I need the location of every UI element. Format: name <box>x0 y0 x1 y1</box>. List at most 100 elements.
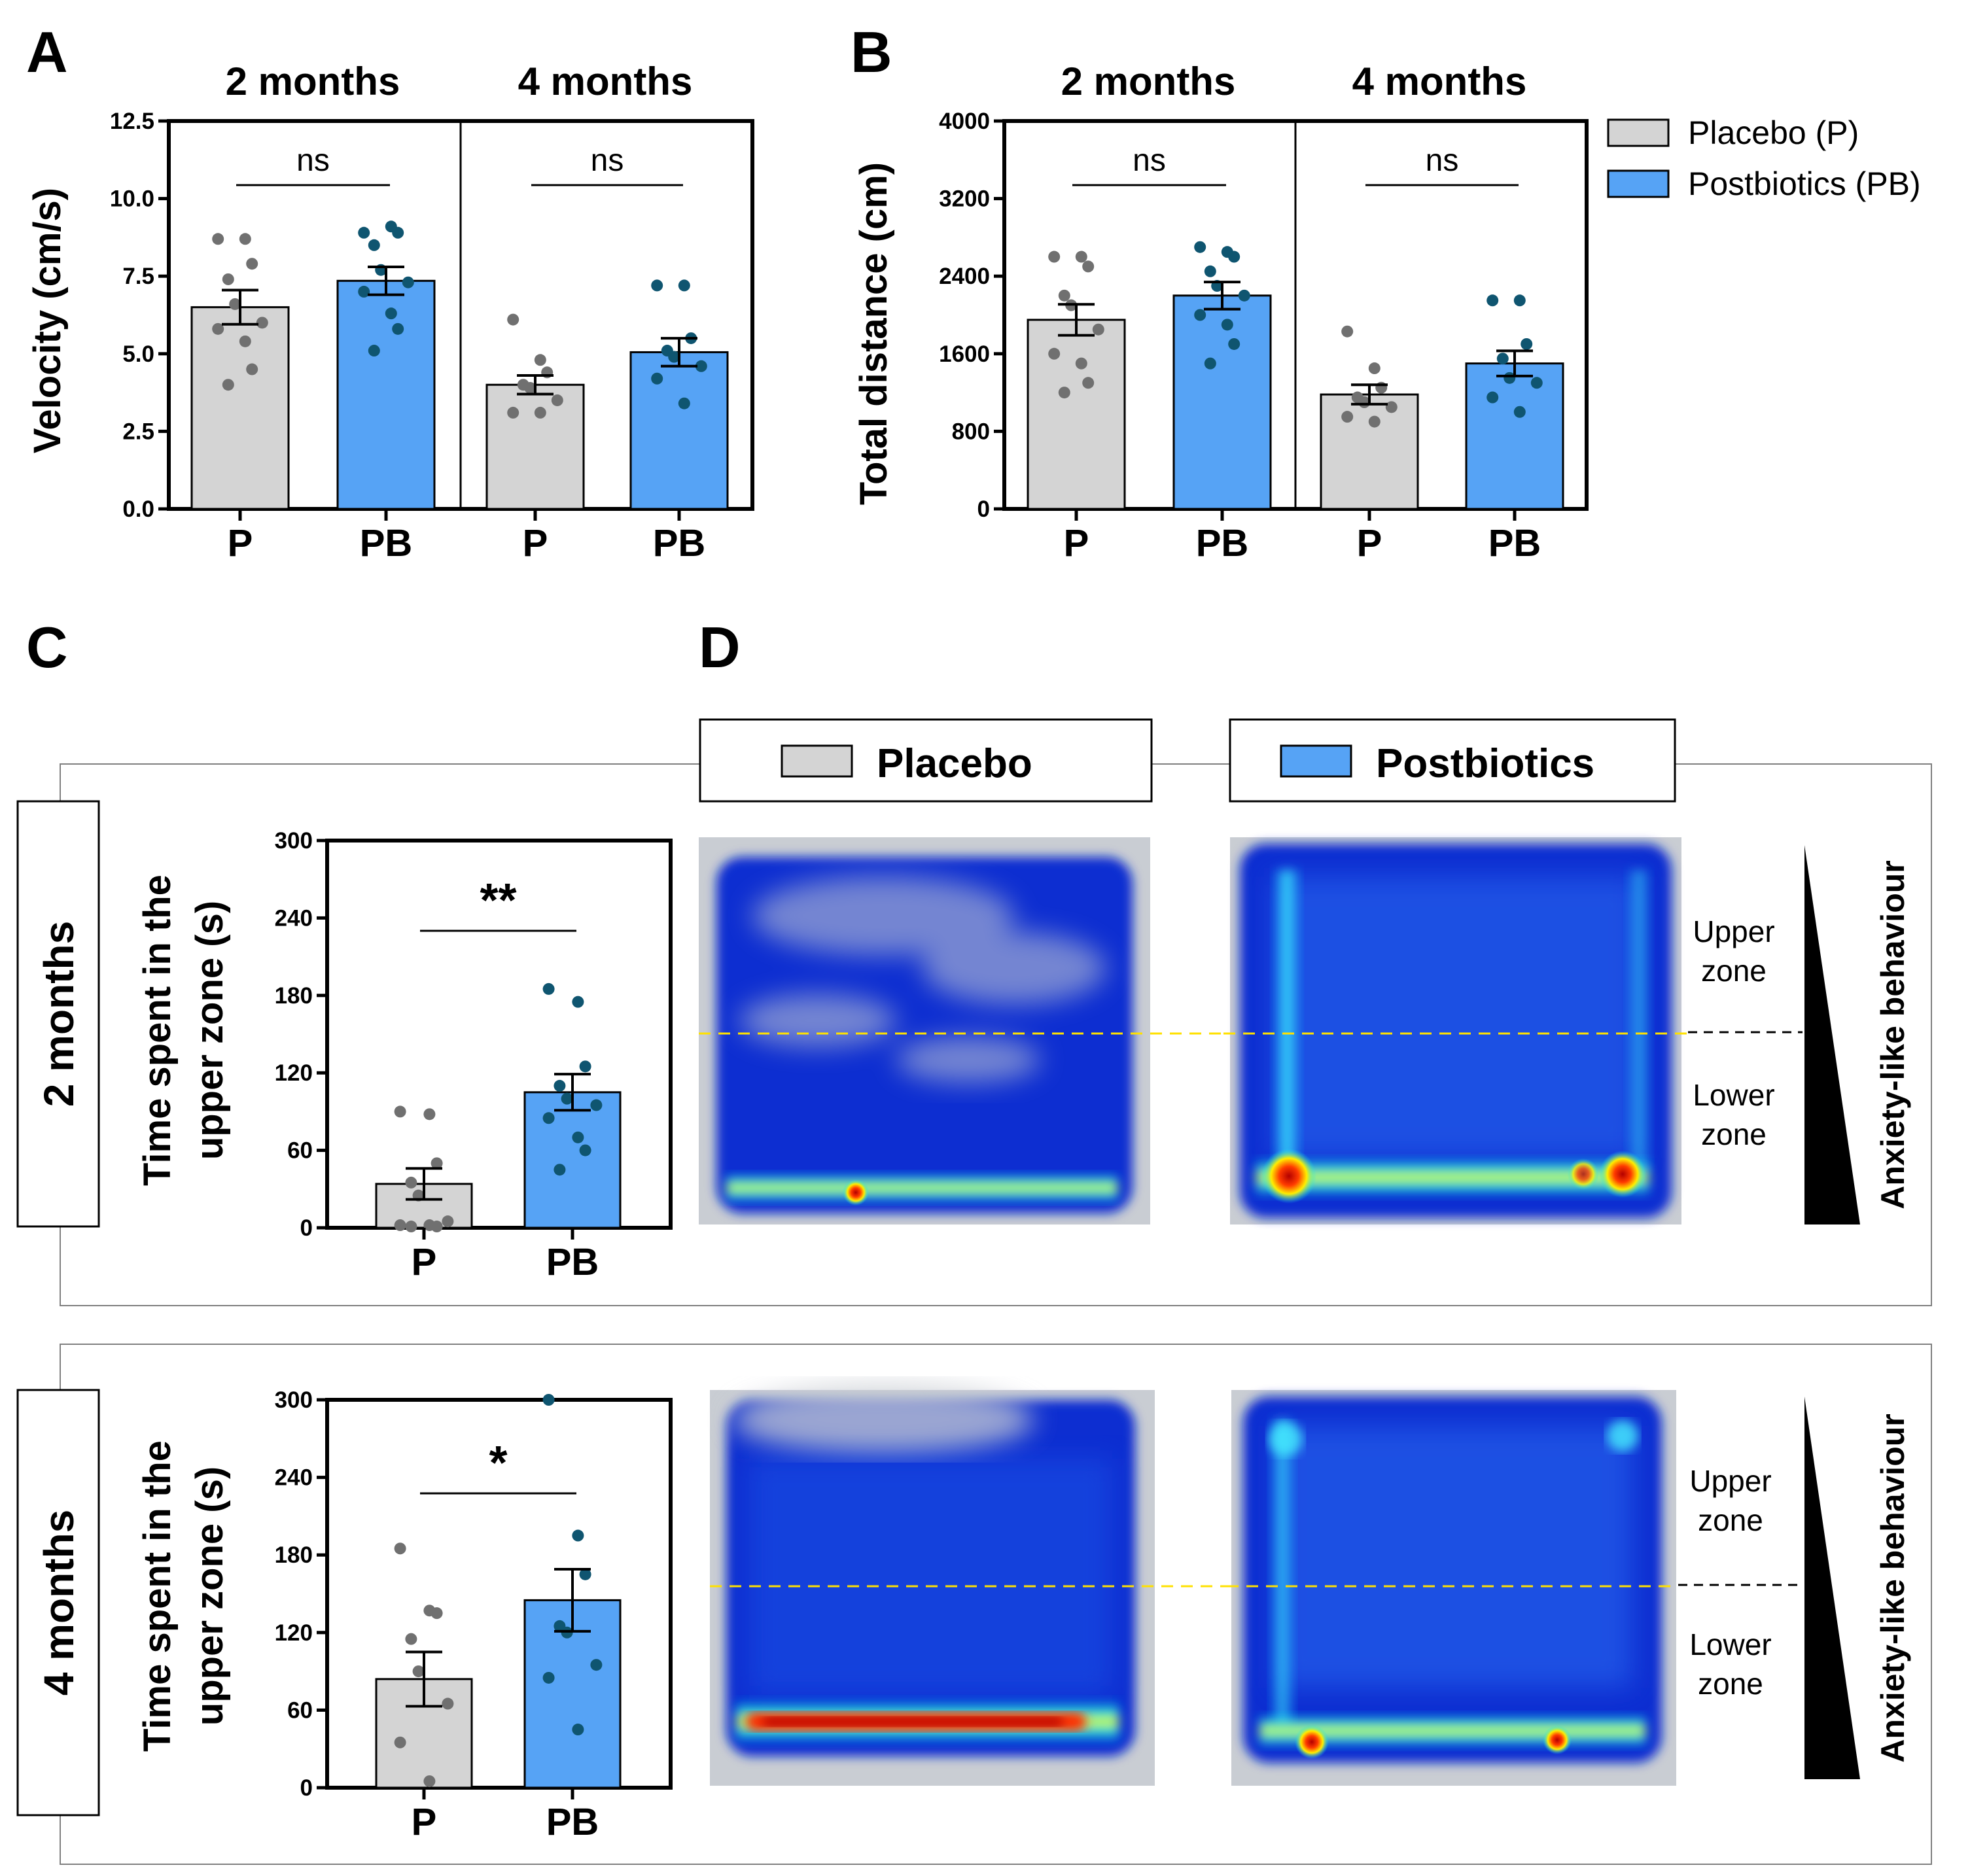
distance-4-months-pb-point <box>1521 338 1533 350</box>
upper-zone-2-months-pb-point <box>579 1144 591 1156</box>
zone-label-upper-4m-line2: zone <box>1698 1503 1763 1537</box>
velocity-significance-label-2: ns <box>591 143 624 178</box>
velocity-4-months-p-x-tick-label: P <box>523 522 548 565</box>
velocity-2-months-p-point <box>246 258 258 270</box>
velocity-y-tick-label-12-5: 12.5 <box>110 109 154 134</box>
legend-label-placebo: Placebo (P) <box>1688 114 1859 151</box>
upper-zone-4-months-pb-point <box>590 1659 603 1671</box>
distance-2-months-p-point <box>1075 357 1087 370</box>
distance-4-months-p-bar <box>1320 393 1419 510</box>
distance-2-months-pb-point <box>1228 338 1240 350</box>
upper-zone-4-months-y-tick-label-60: 60 <box>287 1697 313 1723</box>
upper-zone-2-months-p-point <box>431 1221 443 1233</box>
upper-zone-2-months-pb-point <box>561 1092 573 1105</box>
velocity-2-months-p-point <box>212 322 224 335</box>
distance-y-tick-label-3200: 3200 <box>939 186 990 212</box>
distance-2-months-p-point <box>1075 251 1087 263</box>
legend-swatch-placebo <box>1607 118 1670 147</box>
zone-label-lower-2m-line2: zone <box>1701 1117 1767 1151</box>
velocity-2-months-p-point <box>229 298 241 310</box>
distance-4-months-p-point <box>1341 325 1354 338</box>
y-axis-label-upper-zone-4m-line2: upper zone (s) <box>188 1467 231 1726</box>
velocity-4-months-p-point <box>507 313 519 326</box>
upper-zone-4-months-plot-frame <box>325 1398 673 1790</box>
distance-4-months-pb-point <box>1513 294 1526 307</box>
anxiety-gradient-triangle-4-months <box>1804 1397 1860 1779</box>
velocity-2-months-p-bar <box>190 306 290 510</box>
velocity-2-months-pb-point <box>392 322 404 335</box>
upper-zone-4-months-p-point <box>431 1607 443 1620</box>
upper-zone-2-months-p-point <box>394 1219 406 1232</box>
upper-zone-2-months-pb-point <box>542 982 555 995</box>
distance-2-months-p-point <box>1058 387 1070 399</box>
distance-2-months-pb-point <box>1221 319 1233 331</box>
velocity-2-months-pb-point <box>368 345 380 357</box>
distance-2-months-p-bar <box>1027 319 1126 510</box>
upper-zone-2-months-p-point <box>405 1176 417 1189</box>
distance-4-months-p-x-tick-label: P <box>1357 522 1382 565</box>
upper-zone-2-months-pb-x-tick-label: PB <box>546 1241 599 1283</box>
anxiety-label-2-months: Anxiety-like behaviour <box>1874 860 1911 1209</box>
upper-zone-2-months-pb-bar <box>523 1091 622 1229</box>
zone-label-upper-2m-line2: zone <box>1701 954 1767 988</box>
upper-zone-2-months-pb-point <box>572 996 584 1008</box>
velocity-4-months-pb-point <box>651 279 663 292</box>
velocity-2-months-pb-point <box>358 285 370 298</box>
velocity-2-months-pb-bar <box>336 279 436 510</box>
velocity-significance-label-1: ns <box>296 143 330 178</box>
upper-zone-2-months-pb-point <box>572 1131 584 1143</box>
upper-zone-2-months-pb-point <box>554 1164 566 1176</box>
distance-y-tick-label-2400: 2400 <box>939 264 990 289</box>
velocity-2-months-pb-point <box>385 307 397 320</box>
header-label-postbiotics: Postbiotics <box>1376 741 1594 786</box>
header-swatch-placebo <box>781 744 853 778</box>
row-label-box-4-months <box>16 1389 100 1816</box>
header-label-placebo: Placebo <box>877 741 1032 786</box>
velocity-4-months-pb-point <box>678 279 690 292</box>
distance-4-months-p-point <box>1368 415 1381 428</box>
row-frame-2-months: 2 months <box>16 763 1932 1306</box>
velocity-4-months-p-point <box>534 406 546 419</box>
distance-2-months-pb-x-tick-label: PB <box>1196 522 1249 565</box>
upper-zone-2-months-y-tick-label-300: 300 <box>275 828 313 854</box>
velocity-4-months-pb-point <box>695 360 707 372</box>
zone-label-lower-4m-line2: zone <box>1698 1667 1763 1701</box>
distance-y-tick-label-1600: 1600 <box>939 341 990 367</box>
distance-2-months-p-point <box>1048 251 1061 263</box>
distance-4-months-p-point <box>1368 362 1381 375</box>
velocity-2-months-pb-point <box>392 226 404 239</box>
upper-zone-4-months-pb-point <box>572 1529 584 1542</box>
upper-zone-4-months-y-tick-label-120: 120 <box>275 1620 313 1646</box>
header-placebo: Placebo <box>699 718 1153 803</box>
upper-zone-2-months-y-tick-label-120: 120 <box>275 1060 313 1086</box>
upper-zone-4-months-p-x-tick-label: P <box>412 1801 437 1843</box>
upper-zone-2-months-pb-point <box>590 1099 603 1111</box>
anxiety-label-4-months: Anxiety-like behaviour <box>1874 1414 1911 1763</box>
distance-4-months-pb-point <box>1513 406 1526 418</box>
upper-zone-4-months-pb-point <box>542 1394 555 1406</box>
y-axis-label-total-distance: Total distance (cm) <box>853 162 895 505</box>
distance-2-months-p-x-tick-label: P <box>1064 522 1089 565</box>
distance-2-months-p-point <box>1058 289 1070 302</box>
upper-zone-4-months-p-point <box>405 1633 417 1645</box>
upper-zone-2-months-pb-point <box>542 1112 555 1124</box>
upper-zone-2-months-p-x-tick-label: P <box>412 1241 437 1283</box>
distance-4-months-pb-point <box>1486 391 1499 404</box>
distance-2-months-pb-point <box>1204 265 1216 277</box>
distance-2-months-p-point <box>1082 377 1095 389</box>
upper-zone-4-months-p-point <box>442 1697 454 1710</box>
velocity-2-months-pb-point <box>402 276 414 288</box>
upper-zone-2-months-pb-point <box>554 1079 566 1092</box>
row-label-2-months: 2 months <box>35 921 82 1107</box>
distance-2-months-pb-bar <box>1172 294 1272 510</box>
velocity-2-months-p-point <box>246 363 258 375</box>
velocity-4-months-p-point <box>551 394 563 406</box>
velocity-y-tick-label-7-5: 7.5 <box>122 264 154 289</box>
upper-zone-4-months-p-point <box>394 1736 406 1748</box>
distance-4-months-pb-point <box>1496 353 1509 365</box>
velocity-4-months-pb-point <box>668 351 680 363</box>
upper-zone-4-months-p-point <box>423 1775 436 1788</box>
upper-zone-2-months-p-point <box>431 1157 443 1170</box>
distance-y-tick-label-800: 800 <box>952 419 990 444</box>
